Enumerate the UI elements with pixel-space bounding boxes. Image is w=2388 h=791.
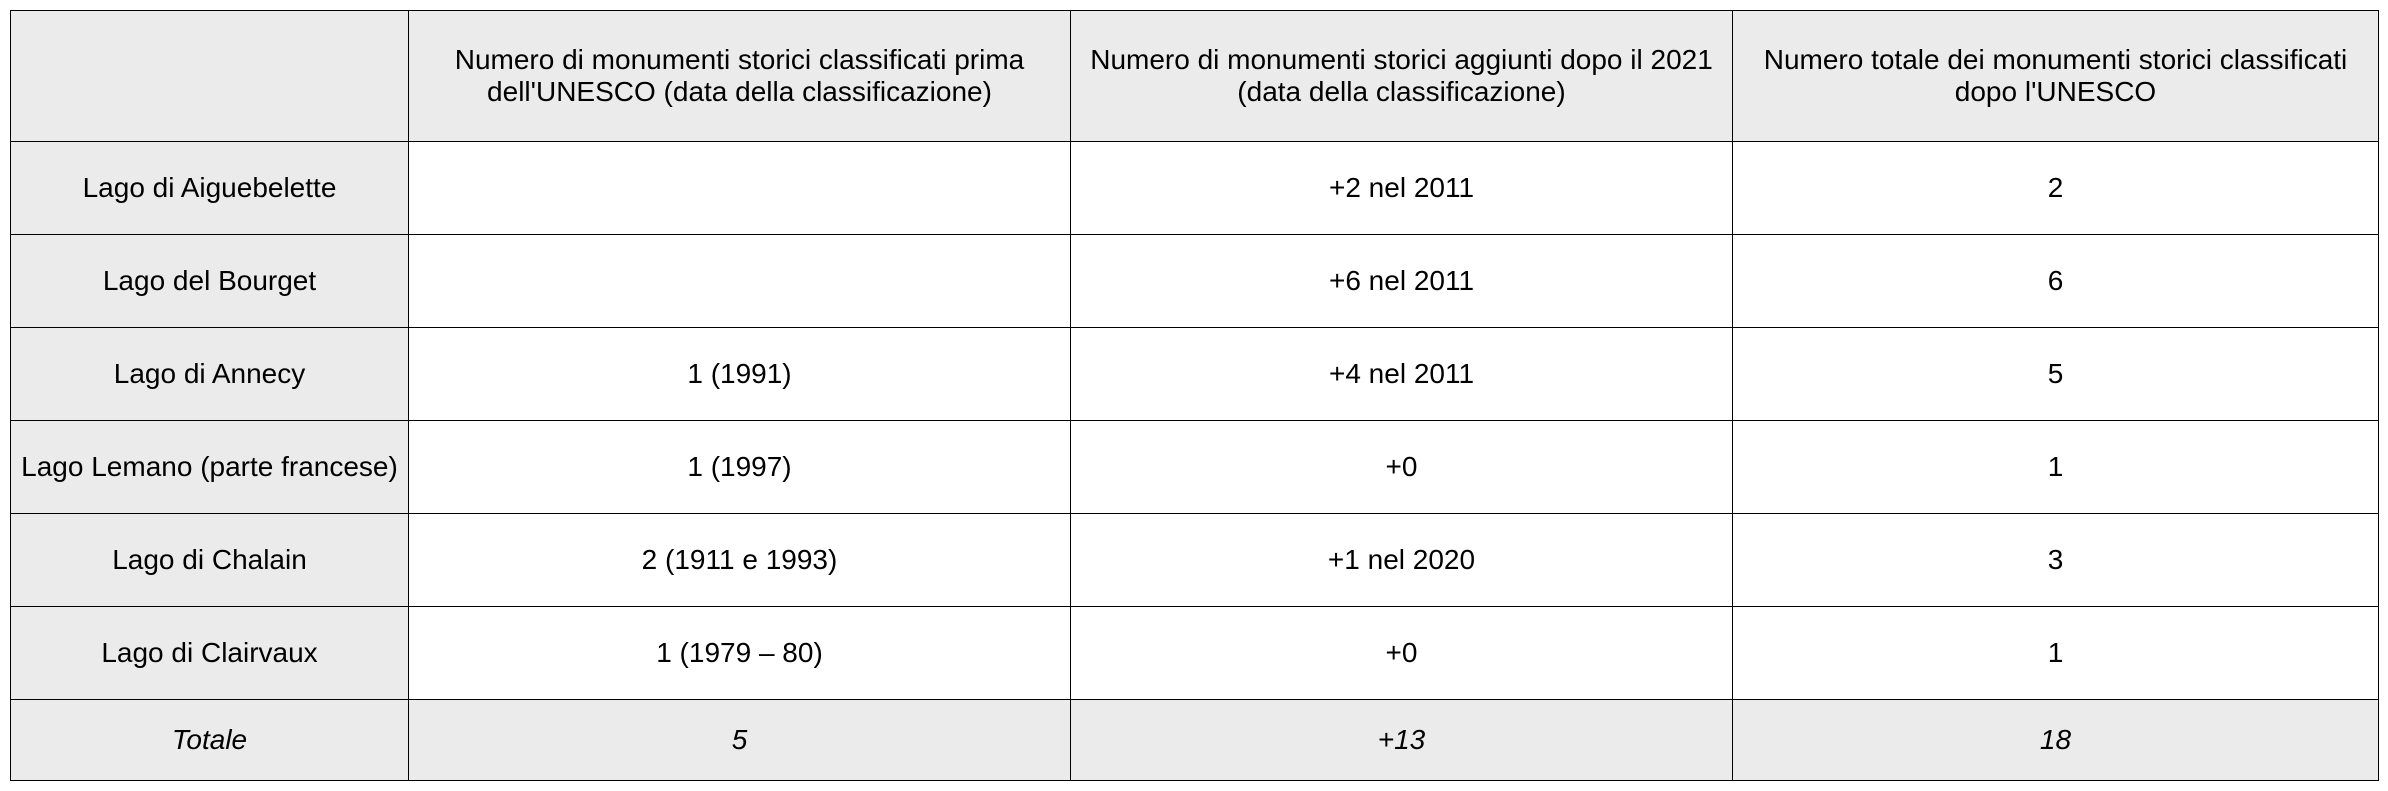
cell-added: +4 nel 2011 bbox=[1071, 328, 1733, 421]
cell-added: +2 nel 2011 bbox=[1071, 142, 1733, 235]
cell-total: 1 bbox=[1733, 421, 2379, 514]
total-before: 5 bbox=[409, 700, 1071, 781]
table-row: Lago del Bourget +6 nel 2011 6 bbox=[11, 235, 2379, 328]
cell-total: 5 bbox=[1733, 328, 2379, 421]
total-added: +13 bbox=[1071, 700, 1733, 781]
cell-before: 1 (1979 – 80) bbox=[409, 607, 1071, 700]
col-header-total: Numero totale dei monumenti storici clas… bbox=[1733, 11, 2379, 142]
cell-before: 1 (1997) bbox=[409, 421, 1071, 514]
table-total-row: Totale 5 +13 18 bbox=[11, 700, 2379, 781]
cell-before: 1 (1991) bbox=[409, 328, 1071, 421]
row-label: Lago di Annecy bbox=[11, 328, 409, 421]
table-row: Lago Lemano (parte francese) 1 (1997) +0… bbox=[11, 421, 2379, 514]
table-row: Lago di Aiguebelette +2 nel 2011 2 bbox=[11, 142, 2379, 235]
cell-total: 1 bbox=[1733, 607, 2379, 700]
table-header-row: Numero di monumenti storici classificati… bbox=[11, 11, 2379, 142]
cell-before bbox=[409, 142, 1071, 235]
row-label: Lago del Bourget bbox=[11, 235, 409, 328]
cell-total: 2 bbox=[1733, 142, 2379, 235]
cell-before: 2 (1911 e 1993) bbox=[409, 514, 1071, 607]
row-label: Lago di Aiguebelette bbox=[11, 142, 409, 235]
monuments-table: Numero di monumenti storici classificati… bbox=[10, 10, 2379, 781]
table-row: Lago di Chalain 2 (1911 e 1993) +1 nel 2… bbox=[11, 514, 2379, 607]
cell-added: +6 nel 2011 bbox=[1071, 235, 1733, 328]
cell-before bbox=[409, 235, 1071, 328]
cell-total: 3 bbox=[1733, 514, 2379, 607]
col-header-empty bbox=[11, 11, 409, 142]
col-header-before: Numero di monumenti storici classificati… bbox=[409, 11, 1071, 142]
cell-added: +0 bbox=[1071, 421, 1733, 514]
row-label: Lago di Clairvaux bbox=[11, 607, 409, 700]
row-label: Lago di Chalain bbox=[11, 514, 409, 607]
total-total: 18 bbox=[1733, 700, 2379, 781]
row-label: Lago Lemano (parte francese) bbox=[11, 421, 409, 514]
total-label: Totale bbox=[11, 700, 409, 781]
col-header-added: Numero di monumenti storici aggiunti dop… bbox=[1071, 11, 1733, 142]
cell-total: 6 bbox=[1733, 235, 2379, 328]
table-row: Lago di Annecy 1 (1991) +4 nel 2011 5 bbox=[11, 328, 2379, 421]
cell-added: +1 nel 2020 bbox=[1071, 514, 1733, 607]
cell-added: +0 bbox=[1071, 607, 1733, 700]
table-row: Lago di Clairvaux 1 (1979 – 80) +0 1 bbox=[11, 607, 2379, 700]
